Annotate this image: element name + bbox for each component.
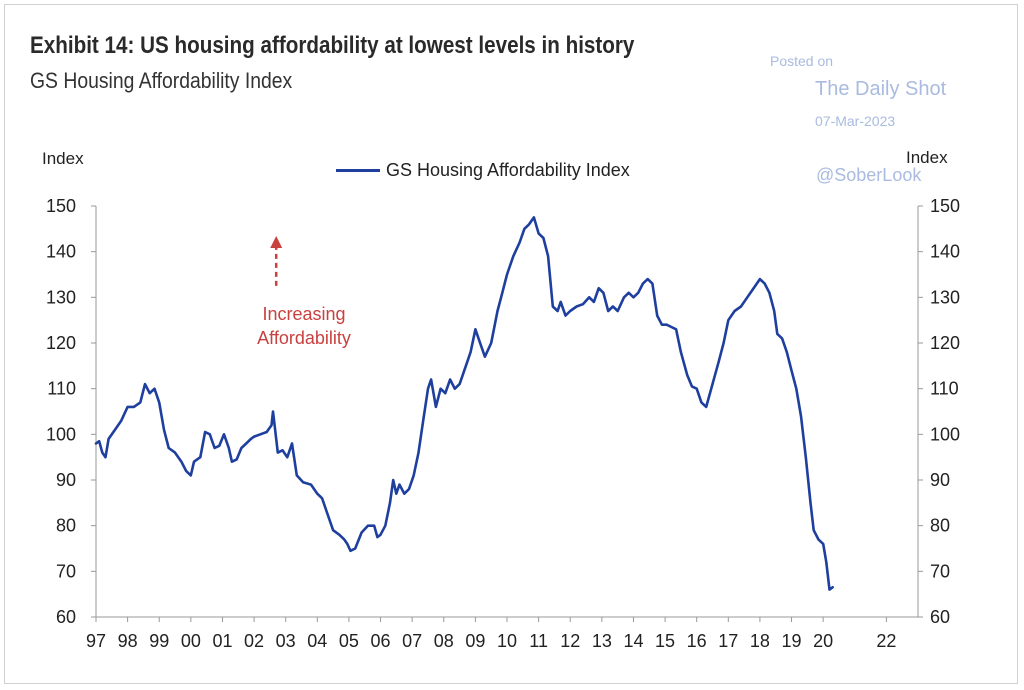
x-tick-label: 14 [623, 631, 643, 651]
x-tick-label: 11 [529, 631, 548, 651]
x-tick-label: 09 [465, 631, 485, 651]
chart-frame [4, 4, 1018, 684]
x-tick-label: 10 [497, 631, 517, 651]
y-tick-label-left: 120 [46, 333, 76, 353]
annotation-line-2: Affordability [257, 328, 351, 348]
y-tick-label-left: 100 [46, 424, 76, 444]
x-tick-label: 17 [718, 631, 738, 651]
x-tick-label: 20 [813, 631, 833, 651]
x-tick-label: 03 [276, 631, 296, 651]
annotation-line-1: Increasing [262, 304, 346, 324]
y-tick-label-right: 100 [930, 424, 960, 444]
y-tick-label-right: 60 [930, 607, 950, 627]
y-tick-label-left: 110 [47, 379, 76, 399]
chart-title: Exhibit 14: US housing affordability at … [30, 32, 635, 59]
x-tick-label: 00 [181, 631, 201, 651]
annotation-arrow-head-icon [270, 235, 283, 248]
x-tick-label: 19 [782, 631, 802, 651]
watermark-posted: Posted on [770, 53, 834, 69]
y-tick-label-right: 120 [930, 333, 960, 353]
x-tick-label: 12 [560, 631, 580, 651]
y-tick-label-right: 90 [930, 470, 950, 490]
x-tick-label: 05 [339, 631, 359, 651]
y-tick-label-left: 90 [56, 470, 76, 490]
x-tick-label: 08 [434, 631, 454, 651]
x-tick-label: 16 [687, 631, 707, 651]
y-tick-label-right: 110 [930, 379, 959, 399]
x-tick-label: 07 [402, 631, 422, 651]
legend: GS Housing Affordability Index [336, 158, 630, 182]
x-tick-label: 99 [149, 631, 169, 651]
y-tick-label-left: 140 [46, 242, 76, 262]
x-tick-label: 06 [371, 631, 391, 651]
annotation-increasing-affordability: Increasing Affordability [234, 302, 374, 350]
chart-subtitle: GS Housing Affordability Index [30, 68, 293, 93]
x-tick-label: 01 [212, 631, 232, 651]
y-tick-label-left: 130 [46, 287, 76, 307]
x-tick-label: 97 [86, 631, 106, 651]
watermark-handle: @SoberLook [816, 165, 922, 185]
y-tick-label-left: 150 [46, 196, 76, 216]
legend-label: GS Housing Affordability Index [386, 159, 630, 180]
y-tick-label-right: 140 [930, 242, 960, 262]
y-tick-label-left: 80 [56, 516, 76, 536]
watermark-date: 07-Mar-2023 [815, 113, 896, 129]
y-tick-label-right: 130 [930, 287, 960, 307]
y-tick-label-right: 150 [930, 196, 960, 216]
y-tick-label-right: 70 [930, 561, 950, 581]
watermark-site: The Daily Shot [815, 78, 947, 100]
x-tick-label: 02 [244, 631, 264, 651]
y-tick-label-right: 80 [930, 516, 950, 536]
x-tick-label: 98 [118, 631, 138, 651]
y-tick-label-left: 70 [56, 561, 76, 581]
series-line-gs-housing-affordability [94, 216, 834, 591]
x-tick-label: 22 [876, 631, 896, 651]
x-tick-label: 15 [655, 631, 675, 651]
y-axis-left-label: Index [42, 149, 84, 168]
y-tick-label-left: 60 [56, 607, 76, 627]
x-tick-label: 04 [307, 631, 327, 651]
legend-swatch [336, 168, 380, 172]
x-tick-label: 18 [750, 631, 770, 651]
y-axis-right-label: Index [906, 148, 948, 167]
x-tick-label: 13 [592, 631, 612, 651]
